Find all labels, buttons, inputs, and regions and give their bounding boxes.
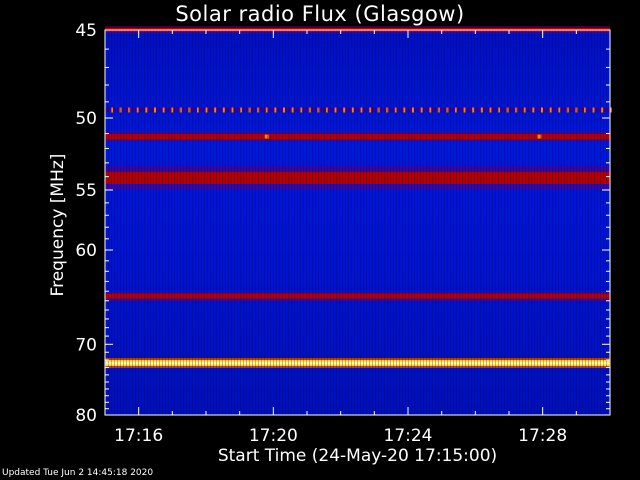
- plot-frame: [104, 29, 611, 416]
- vertical-texture: [105, 30, 610, 415]
- x-axis-label: Start Time (24-May-20 17:15:00): [217, 446, 498, 466]
- updated-timestamp: Updated Tue Jun 2 14:45:18 2020: [2, 468, 154, 478]
- y-tick-label: 55: [75, 181, 97, 201]
- chart-title: Solar radio Flux (Glasgow): [175, 2, 465, 26]
- y-tick-label: 50: [75, 109, 97, 129]
- y-axis-label: Frequency [MHz]: [48, 153, 68, 297]
- x-tick-label: 17:24: [384, 426, 433, 446]
- y-tick-label: 70: [75, 335, 97, 355]
- y-tick-label: 45: [75, 21, 97, 41]
- x-axis: 17:16 17:20 17:24 17:28: [104, 30, 611, 446]
- x-tick-label: 17:28: [518, 426, 567, 446]
- plot-area: [104, 26, 612, 416]
- band-dot: [609, 107, 612, 113]
- x-tick-label: 17:16: [114, 426, 163, 446]
- y-axis: 45 50 55 60 70 80: [75, 21, 610, 426]
- y-tick-label: 60: [75, 241, 97, 261]
- y-tick-label: 80: [75, 406, 97, 426]
- x-tick-label: 17:20: [249, 426, 298, 446]
